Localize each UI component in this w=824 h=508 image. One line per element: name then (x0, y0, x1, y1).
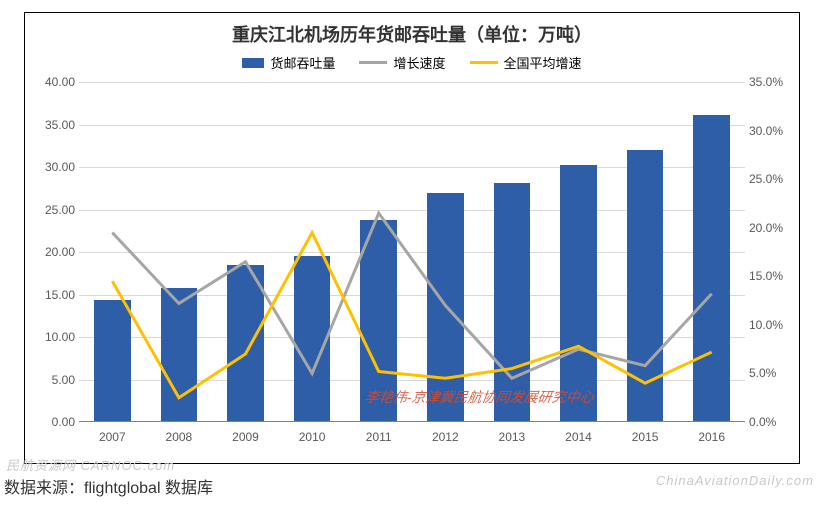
y-left-tick: 40.00 (27, 75, 75, 89)
legend-label: 全国平均增速 (504, 53, 582, 72)
y-right-tick: 20.0% (749, 221, 797, 235)
legend: 货邮吞吐量 增长速度 全国平均增速 (25, 53, 799, 72)
y-left-tick: 10.00 (27, 330, 75, 344)
x-tick: 2011 (366, 430, 392, 444)
y-left-tick: 35.00 (27, 118, 75, 132)
x-tick: 2007 (99, 430, 126, 444)
chart-title: 重庆江北机场历年货邮吞吐量（单位：万吨） (25, 13, 799, 47)
legend-swatch-line (359, 61, 387, 64)
plot-area: 0.005.0010.0015.0020.0025.0030.0035.0040… (79, 82, 745, 422)
x-tick: 2010 (299, 430, 326, 444)
x-tick: 2009 (232, 430, 259, 444)
y-left-tick: 5.00 (27, 373, 75, 387)
y-left-tick: 30.00 (27, 160, 75, 174)
legend-label: 增长速度 (393, 53, 445, 72)
watermark-right: ChinaAviationDaily.com (656, 473, 814, 488)
x-tick: 2016 (698, 430, 725, 444)
legend-item: 增长速度 (359, 53, 445, 72)
y-left-tick: 0.00 (27, 415, 75, 429)
y-left-tick: 15.00 (27, 288, 75, 302)
legend-item: 全国平均增速 (470, 53, 582, 72)
y-right-tick: 30.0% (749, 124, 797, 138)
x-axis (79, 421, 745, 422)
legend-swatch-line (470, 61, 498, 64)
legend-label: 货邮吞吐量 (270, 53, 335, 72)
y-left-tick: 20.00 (27, 245, 75, 259)
y-left-tick: 25.00 (27, 203, 75, 217)
legend-item: 货邮吞吐量 (242, 53, 335, 72)
watermark-author: 李艳伟-京津冀民航协同发展研究中心 (364, 387, 595, 407)
chart-container: 重庆江北机场历年货邮吞吐量（单位：万吨） 货邮吞吐量 增长速度 全国平均增速 0.0… (24, 12, 800, 464)
x-tick: 2013 (499, 430, 526, 444)
data-source: 数据来源：flightglobal 数据库 (4, 474, 213, 498)
growth-rate-line (112, 213, 711, 378)
y-right-tick: 15.0% (749, 269, 797, 283)
y-right-tick: 25.0% (749, 172, 797, 186)
y-right-tick: 35.0% (749, 75, 797, 89)
y-right-tick: 10.0% (749, 318, 797, 332)
line-layer (79, 82, 745, 422)
x-tick: 2014 (565, 430, 592, 444)
x-tick: 2015 (632, 430, 659, 444)
x-tick: 2008 (166, 430, 193, 444)
y-right-tick: 5.0% (749, 366, 797, 380)
legend-swatch-bar (242, 58, 264, 68)
page-root: 重庆江北机场历年货邮吞吐量（单位：万吨） 货邮吞吐量 增长速度 全国平均增速 0.0… (0, 0, 824, 508)
watermark-left: 民航资源网 CARNOC.com (6, 455, 175, 474)
y-right-tick: 0.0% (749, 415, 797, 429)
x-tick: 2012 (432, 430, 459, 444)
